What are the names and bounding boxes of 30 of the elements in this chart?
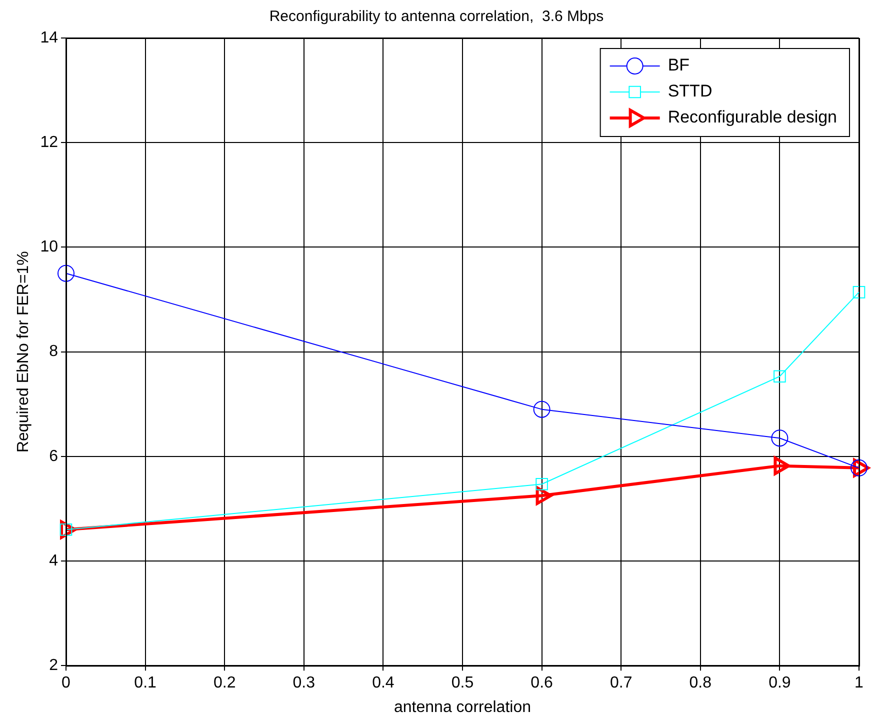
x-tick-label: 0.1	[134, 674, 157, 692]
x-tick-label: 0.4	[372, 674, 394, 692]
x-tick-label: 0.9	[768, 674, 791, 692]
legend-label: Reconfigurable design	[668, 108, 837, 127]
x-tick-label: 0.5	[451, 674, 474, 692]
x-tick-label: 0	[62, 674, 71, 692]
legend-label: STTD	[668, 82, 712, 101]
x-axis-title: antenna correlation	[394, 698, 531, 716]
legend-label: BF	[668, 56, 690, 75]
y-axis-title: Required EbNo for FER=1%	[15, 251, 32, 453]
y-tick-label: 6	[49, 448, 58, 465]
y-tick-label: 2	[49, 657, 58, 674]
point	[533, 400, 550, 418]
point	[57, 264, 74, 282]
x-tick-label: 1	[854, 674, 864, 692]
x-tick-label: 0.8	[689, 674, 712, 692]
y-tick-label: 10	[40, 238, 58, 256]
x-tick-label: 0.2	[213, 674, 236, 692]
point	[536, 478, 548, 490]
y-tick-label: 4	[49, 552, 58, 570]
point	[852, 286, 866, 298]
x-tick-label: 0.6	[530, 674, 554, 692]
y-tick-label: 12	[40, 134, 58, 152]
point	[774, 370, 786, 383]
x-tick-label: 0.7	[610, 674, 632, 692]
point	[771, 430, 788, 447]
y-tick-label: 8	[49, 343, 58, 360]
y-tick-label: 14	[40, 29, 58, 46]
chart-title: Reconfigurability to antenna correlation, 3.6 Mbps	[269, 8, 604, 26]
x-tick-label: 0.3	[292, 674, 316, 692]
